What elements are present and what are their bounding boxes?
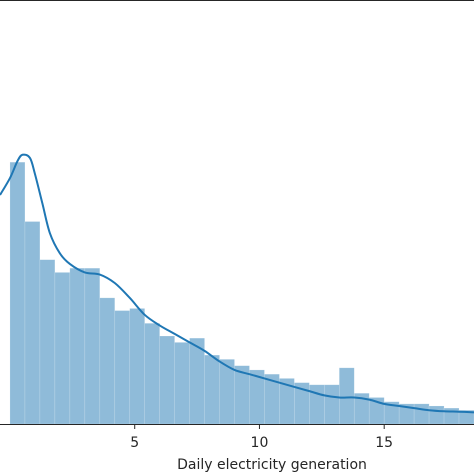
histogram-bar <box>84 267 101 425</box>
histogram-bar <box>24 221 41 425</box>
histogram-bar <box>144 322 160 425</box>
histogram-bar <box>99 297 116 425</box>
histogram-bar <box>9 161 26 425</box>
histogram-bar <box>413 403 430 425</box>
histogram-bar <box>309 384 325 425</box>
x-tick-label: 5 <box>130 435 139 451</box>
histogram-bar <box>54 272 71 425</box>
histogram-bars <box>9 161 474 425</box>
x-axis-label: Daily electricity generation <box>177 457 367 473</box>
histogram-bar <box>159 335 175 425</box>
histogram-bar <box>204 354 220 425</box>
histogram-bar <box>114 310 131 425</box>
histogram-bar <box>39 259 56 425</box>
x-axis-ticks: 5 10 15 <box>130 424 393 451</box>
kde-curve <box>0 153 474 414</box>
histogram-bar <box>324 384 340 425</box>
histogram-bar <box>189 337 205 425</box>
histogram-bar <box>338 367 355 425</box>
x-tick-label: 15 <box>375 435 393 451</box>
histogram-bar <box>129 308 145 425</box>
histogram-bar <box>69 267 86 425</box>
histogram-bar <box>174 342 190 425</box>
x-tick-label: 10 <box>251 435 269 451</box>
histogram-bar <box>428 405 445 425</box>
